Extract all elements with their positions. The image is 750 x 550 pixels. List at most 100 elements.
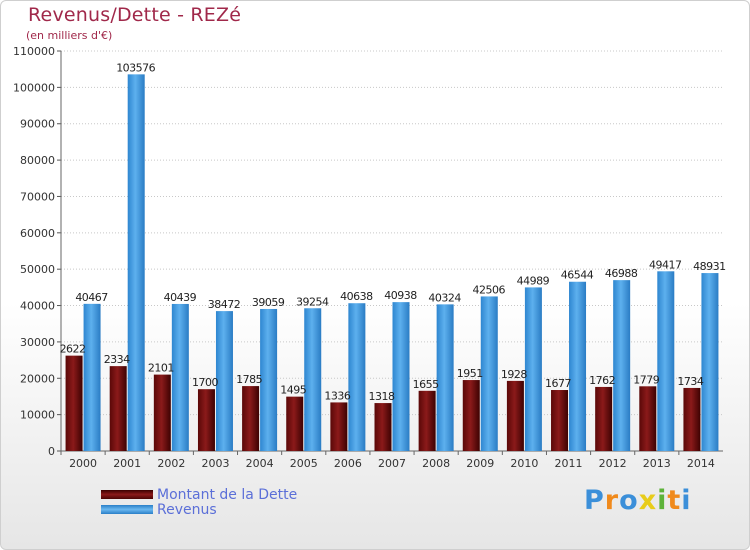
chart-subtitle: (en milliers d'€) [26,29,113,42]
logo-letter: r [604,485,620,516]
data-label-revenue: 46544 [561,269,594,282]
bar-revenue [569,281,587,451]
x-tick-label: 2000 [69,457,97,470]
data-label-revenue: 49417 [649,258,682,271]
bar-debt [551,390,569,451]
bar-revenue [701,273,719,451]
x-tick-label: 2006 [334,457,362,470]
data-label-revenue: 48931 [693,260,726,273]
y-tick-label: 20000 [20,372,55,385]
bar-debt [462,380,480,451]
bar-debt [153,374,171,451]
data-label-debt: 2101 [148,362,174,375]
bar-debt [418,390,436,451]
data-label-revenue: 40439 [164,291,197,304]
data-label-revenue: 44989 [517,274,550,287]
bar-revenue [83,303,101,451]
bar-revenue [215,311,233,451]
bar-debt [242,386,260,451]
data-label-debt: 1495 [280,384,306,397]
y-tick-label: 70000 [20,190,55,203]
data-label-revenue: 40938 [384,289,417,302]
y-tick-label: 90000 [20,118,55,131]
bar-revenue [392,302,410,451]
legend-swatch-debt [101,490,153,499]
x-tick-label: 2010 [510,457,538,470]
legend-label-revenue: Revenus [157,502,217,518]
data-label-debt: 1779 [633,373,659,386]
bar-revenue [171,303,189,451]
data-label-debt: 2622 [60,343,86,356]
bar-debt [683,387,701,451]
data-label-debt: 1785 [236,373,262,386]
bar-debt [197,389,215,451]
data-label-revenue: 40324 [428,291,461,304]
data-label-debt: 1655 [413,378,439,391]
bar-debt [639,386,657,451]
proxiti-logo: Proxiti [584,485,692,516]
y-tick-label: 60000 [20,227,55,240]
bar-revenue [524,287,542,451]
bar-debt [506,380,524,451]
logo-letter: o [619,485,639,516]
x-tick-label: 2007 [378,457,406,470]
bar-revenue [127,74,145,452]
legend-label-debt: Montant de la Dette [157,487,298,503]
legend-swatch-revenue [101,505,153,514]
x-tick-label: 2001 [113,457,141,470]
bar-revenue [436,304,454,451]
logo-letter: x [638,485,658,516]
x-tick-label: 2009 [466,457,494,470]
data-label-debt: 1318 [369,390,395,403]
bar-debt [109,366,127,451]
x-tick-label: 2008 [422,457,450,470]
y-tick-label: 80000 [20,154,55,167]
y-tick-label: 10000 [20,409,55,422]
x-tick-label: 2011 [555,457,583,470]
x-tick-label: 2013 [643,457,671,470]
bar-debt [595,386,613,451]
data-label-debt: 1734 [677,375,703,388]
bar-debt [65,355,83,451]
data-label-revenue: 39059 [252,296,285,309]
x-tick-label: 2003 [201,457,229,470]
data-label-revenue: 40638 [340,290,373,303]
data-label-debt: 1928 [501,368,527,381]
logo-letter: i [681,485,692,516]
bar-revenue [657,271,675,451]
x-tick-label: 2004 [246,457,274,470]
bar-revenue [480,296,498,451]
data-label-revenue: 42506 [473,283,506,296]
x-tick-label: 2002 [157,457,185,470]
data-label-debt: 1677 [545,377,571,390]
data-label-debt: 2334 [104,353,130,366]
data-label-revenue: 40467 [75,291,108,304]
data-label-revenue: 38472 [208,298,241,311]
data-label-debt: 1762 [589,374,615,387]
x-tick-label: 2005 [290,457,318,470]
y-tick-label: 30000 [20,336,55,349]
bar-debt [330,402,348,451]
bar-debt [374,403,392,451]
logo-letter: i [657,485,668,516]
x-tick-label: 2014 [687,457,715,470]
y-tick-label: 0 [48,445,55,458]
data-label-revenue: 46988 [605,267,638,280]
data-label-debt: 1336 [324,389,350,402]
bar-revenue [260,308,278,451]
bar-revenue [348,303,366,451]
bar-revenue [613,280,631,451]
data-label-revenue: 39254 [296,295,329,308]
x-tick-label: 2012 [599,457,627,470]
data-label-revenue: 103576 [116,61,155,74]
bar-debt [286,396,304,451]
y-tick-label: 110000 [13,45,55,58]
data-label-debt: 1951 [457,367,483,380]
chart-title: Revenus/Dette - REZé [28,4,242,26]
data-label-debt: 1700 [192,376,218,389]
y-tick-label: 100000 [13,81,55,94]
logo-letter: P [584,485,605,516]
y-tick-label: 50000 [20,263,55,276]
